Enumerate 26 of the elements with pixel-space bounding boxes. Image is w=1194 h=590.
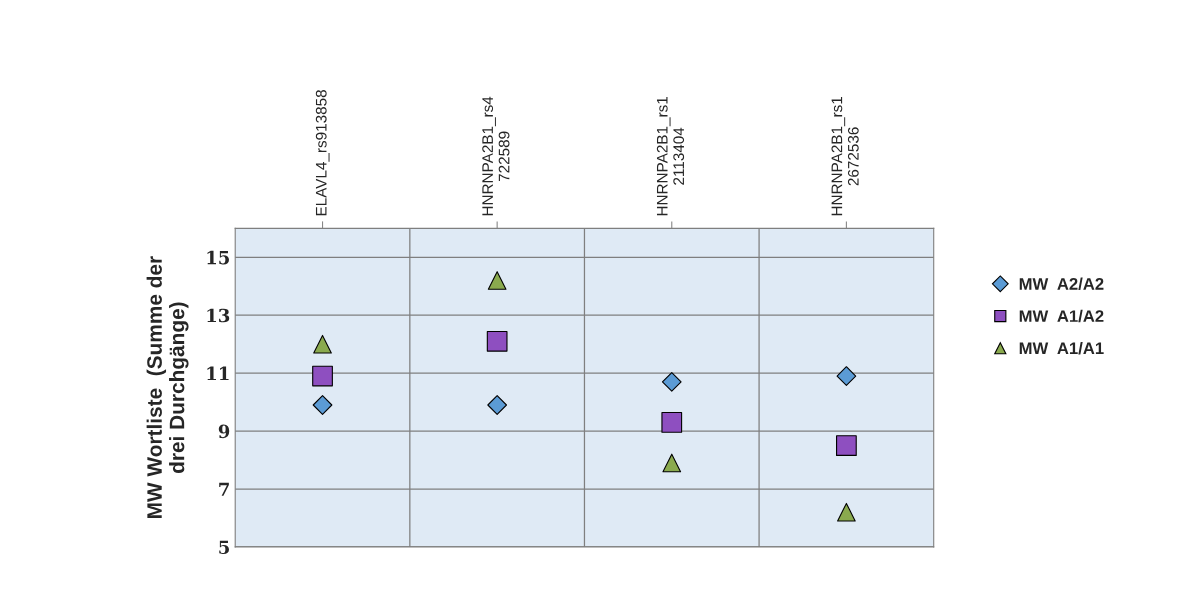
point <box>312 365 333 387</box>
point <box>487 271 507 290</box>
y-tick-label: 9 <box>218 424 230 439</box>
point <box>661 412 683 433</box>
point <box>661 371 682 392</box>
point <box>836 366 857 386</box>
legend-label: MW A1/A1 <box>1019 341 1104 355</box>
y-tick-label: 11 <box>207 366 229 381</box>
point <box>837 502 856 522</box>
point <box>486 330 508 352</box>
point <box>312 395 333 415</box>
point <box>487 395 508 415</box>
y-axis-title: MW Wortliste (Summe der drei Durchgänge) <box>146 256 189 518</box>
x-tick-label: HNRNPA2B1_rs1 2672536 <box>831 96 859 216</box>
x-tick-label: ELAVL4_rs913858 <box>315 90 330 216</box>
legend-label: MW A2/A2 <box>1019 277 1104 290</box>
y-tick-label: 15 <box>207 250 229 265</box>
point <box>836 435 857 456</box>
x-tick-label: HNRNPA2B1_rs4 722589 <box>482 96 510 216</box>
point <box>662 453 682 473</box>
y-tick-label: 5 <box>219 540 229 555</box>
y-tick-label: 7 <box>219 482 229 496</box>
point <box>313 334 332 354</box>
legend-label: MW A1/A2 <box>1019 309 1104 323</box>
y-tick-label: 13 <box>207 308 230 323</box>
x-tick-label: HNRNPA2B1_rs1 2113404 <box>656 96 685 216</box>
